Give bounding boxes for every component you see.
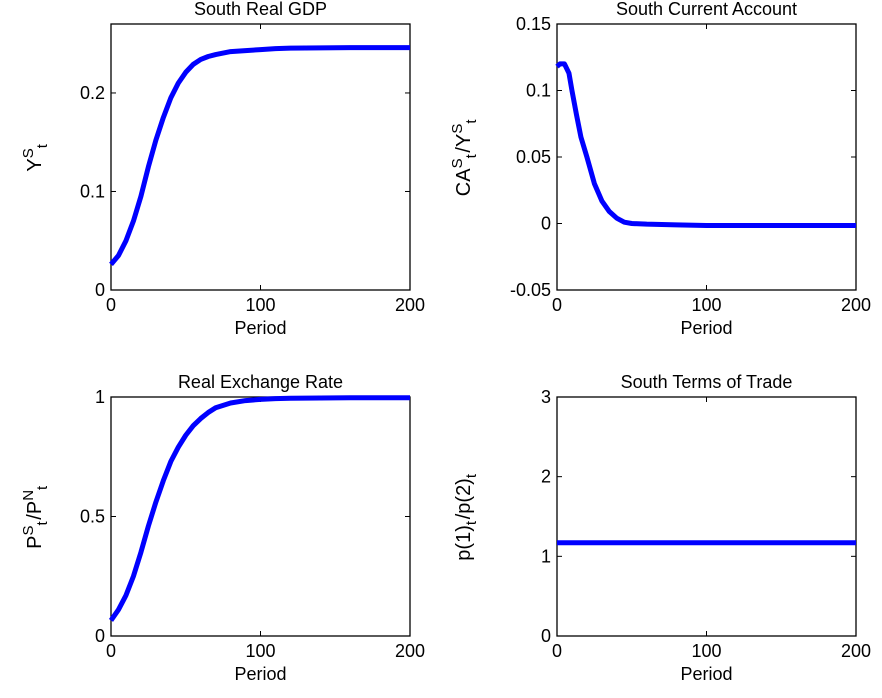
subplot-south-real-gdp: South Real GDP 0 100 200 0 0.1 0.2 Period YSt (20, 0, 425, 338)
chart-title: South Terms of Trade (621, 372, 793, 392)
y-tick-label: 0.1 (526, 81, 551, 101)
y-tick-label: 3 (541, 387, 551, 407)
y-tick-label: 1 (541, 546, 551, 566)
y-tick-label: 0 (95, 626, 105, 646)
x-tick-label: 0 (552, 641, 562, 661)
y-axis-label: YSt (20, 142, 51, 171)
chart-title: Real Exchange Rate (178, 372, 343, 392)
x-tick-label: 100 (691, 295, 721, 315)
axes-frame (556, 396, 857, 637)
chart-title: South Real GDP (194, 0, 327, 19)
chart-title: South Current Account (616, 0, 797, 19)
x-axis-label: Period (234, 318, 286, 338)
y-tick-label: 1 (95, 387, 105, 407)
x-tick-label: 100 (691, 641, 721, 661)
x-tick-label: 0 (106, 641, 116, 661)
y-axis-label: CASt /YSt (449, 118, 480, 196)
y-tick-label: 0.2 (80, 83, 105, 103)
x-axis-label: Period (680, 318, 732, 338)
x-tick-label: 100 (245, 641, 275, 661)
axes-frame (110, 396, 411, 637)
y-axis-label: PSt /PNt (20, 484, 51, 549)
y-axis-label: p(1)t /p(2)t (453, 472, 480, 560)
axes-frame (110, 23, 411, 291)
subplot-south-terms-of-trade: South Terms of Trade 0 100 200 0 1 2 3 Period p(1… (453, 372, 871, 684)
x-tick-label: 100 (245, 295, 275, 315)
x-tick-label: 200 (395, 295, 425, 315)
series-line (555, 61, 856, 228)
y-tick-label: 0.1 (80, 181, 105, 201)
x-tick-label: 0 (552, 295, 562, 315)
x-tick-label: 0 (106, 295, 116, 315)
y-tick-label: -0.05 (510, 280, 551, 300)
x-axis-label: Period (680, 664, 732, 684)
y-tick-label: 0.5 (80, 507, 105, 527)
y-tick-label: 2 (541, 467, 551, 487)
y-tick-label: 0 (541, 214, 551, 234)
subplot-real-exchange-rate: Real Exchange Rate 0 100 200 0 0.5 1 Period PSt … (20, 372, 425, 684)
x-tick-label: 200 (841, 295, 871, 315)
series-line (109, 45, 410, 267)
y-tick-label: 0 (541, 626, 551, 646)
y-tick-label: 0.15 (516, 14, 551, 34)
x-axis-label: Period (234, 664, 286, 684)
x-tick-label: 200 (841, 641, 871, 661)
x-tick-label: 200 (395, 641, 425, 661)
series-line (108, 395, 410, 622)
y-tick-label: 0 (95, 280, 105, 300)
axes-frame (556, 23, 857, 291)
y-tick-label: 0.05 (516, 147, 551, 167)
